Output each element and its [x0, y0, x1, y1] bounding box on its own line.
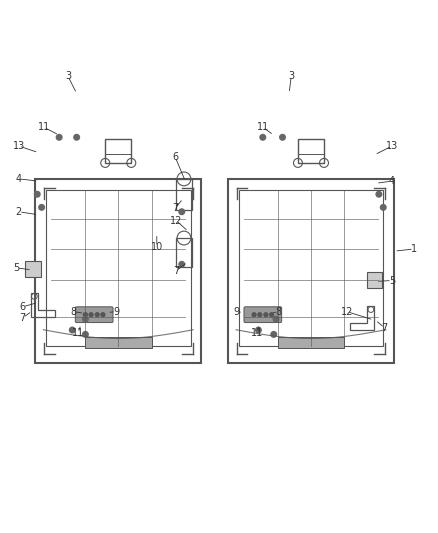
Text: 9: 9 — [113, 306, 119, 317]
Text: 2: 2 — [16, 207, 22, 217]
Text: 5: 5 — [389, 276, 395, 286]
Circle shape — [270, 331, 277, 338]
FancyBboxPatch shape — [244, 307, 282, 322]
Circle shape — [272, 316, 279, 322]
Text: 7: 7 — [20, 313, 26, 323]
Text: 13: 13 — [386, 141, 398, 151]
Text: 7: 7 — [172, 203, 178, 213]
Polygon shape — [25, 261, 41, 277]
Text: 9: 9 — [233, 306, 240, 317]
Text: 13: 13 — [13, 141, 25, 151]
Text: 4: 4 — [389, 176, 395, 186]
Text: 11: 11 — [38, 122, 50, 132]
Circle shape — [95, 312, 100, 317]
Circle shape — [257, 312, 262, 317]
Text: 5: 5 — [14, 263, 20, 273]
Text: 1: 1 — [411, 244, 417, 254]
Text: 3: 3 — [288, 71, 294, 81]
Polygon shape — [278, 337, 344, 348]
Circle shape — [56, 134, 63, 141]
Circle shape — [263, 312, 268, 317]
Polygon shape — [367, 272, 382, 287]
Circle shape — [375, 191, 382, 198]
Circle shape — [100, 312, 106, 317]
Text: 8: 8 — [71, 306, 77, 317]
Text: 7: 7 — [381, 323, 388, 333]
Circle shape — [69, 327, 76, 334]
Text: 4: 4 — [16, 174, 22, 184]
Circle shape — [178, 208, 185, 215]
Circle shape — [34, 191, 41, 198]
Circle shape — [259, 134, 266, 141]
Polygon shape — [85, 337, 152, 348]
Text: 3: 3 — [65, 71, 71, 81]
Circle shape — [380, 204, 387, 211]
Text: 12: 12 — [170, 215, 182, 225]
Text: 12: 12 — [341, 306, 353, 317]
FancyBboxPatch shape — [75, 307, 113, 322]
Text: 6: 6 — [172, 152, 178, 162]
Circle shape — [38, 204, 45, 211]
Text: 8: 8 — [275, 306, 281, 317]
Circle shape — [251, 312, 257, 317]
Text: 10: 10 — [151, 242, 163, 252]
Text: 11: 11 — [251, 328, 264, 338]
Circle shape — [279, 134, 286, 141]
Circle shape — [255, 327, 262, 334]
Circle shape — [82, 316, 89, 322]
Circle shape — [269, 312, 274, 317]
Circle shape — [82, 331, 89, 338]
Text: 6: 6 — [20, 302, 26, 312]
Circle shape — [178, 261, 185, 268]
Text: 7: 7 — [173, 266, 179, 276]
Circle shape — [73, 134, 80, 141]
Text: 11: 11 — [257, 122, 269, 132]
Circle shape — [88, 312, 94, 317]
Text: 11: 11 — [72, 328, 84, 338]
Circle shape — [83, 312, 88, 317]
